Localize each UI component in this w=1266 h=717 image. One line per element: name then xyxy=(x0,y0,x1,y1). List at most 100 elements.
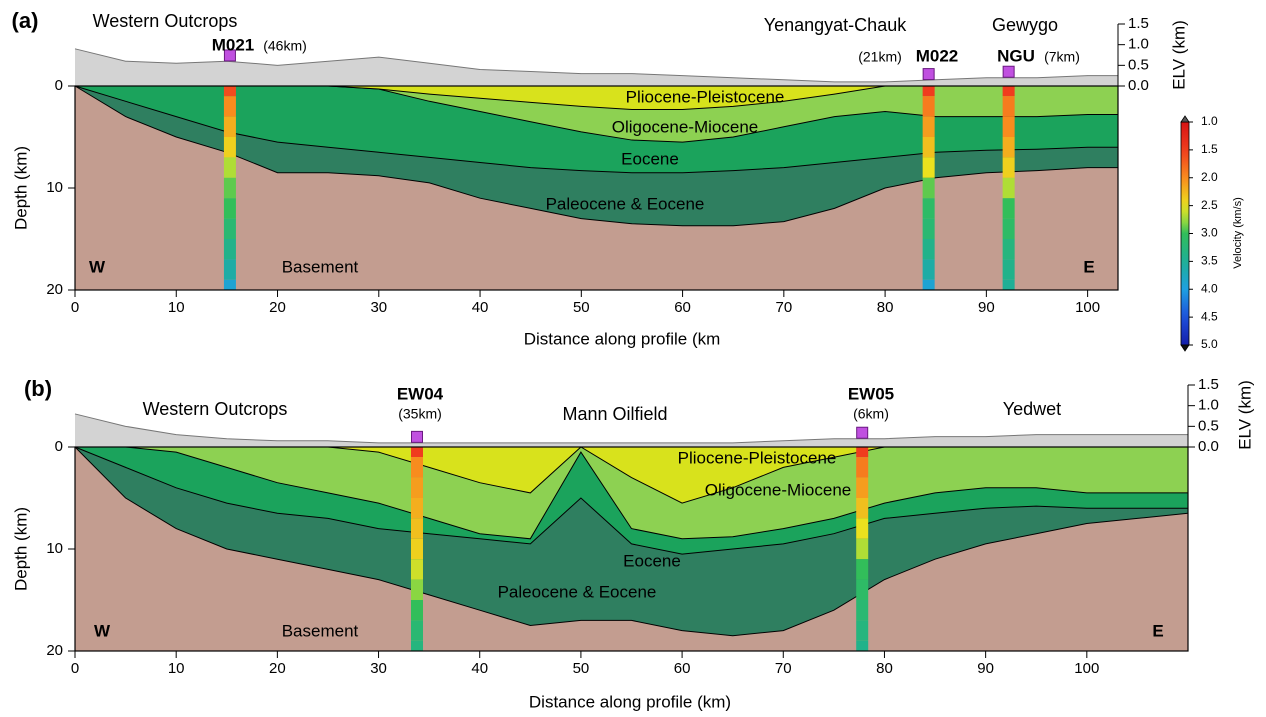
velocity-cell xyxy=(922,96,935,117)
layer-label: Paleocene & Eocene xyxy=(546,194,705,213)
y2-tick-label: 0.0 xyxy=(1128,77,1149,94)
velocity-cell xyxy=(223,157,236,178)
velocity-cell xyxy=(856,457,869,478)
annotation: Western Outcrops xyxy=(143,399,288,419)
velocity-cell xyxy=(223,218,236,239)
well-distance: (21km) xyxy=(858,49,902,65)
topography-line xyxy=(74,413,1188,444)
velocity-cell xyxy=(856,498,869,519)
x-tick-label: 10 xyxy=(168,660,185,677)
velocity-cell xyxy=(410,559,423,580)
velocity-cell xyxy=(1002,239,1015,260)
x-tick-label: 10 xyxy=(168,299,185,316)
velocity-cell xyxy=(1002,177,1015,199)
velocity-cell xyxy=(1002,86,1015,97)
colorbar-tick-label: 5.0 xyxy=(1201,337,1218,351)
velocity-cell xyxy=(922,239,935,260)
x-tick-label: 30 xyxy=(370,299,387,316)
colorbar-tick-label: 3.0 xyxy=(1201,226,1218,240)
velocity-cell xyxy=(410,579,423,600)
annotation: Yenangyat-Chauk xyxy=(764,15,907,35)
well-name: EW05 xyxy=(848,384,894,403)
annotation: W xyxy=(89,257,106,276)
x-axis-label: Distance along profile (km) xyxy=(529,692,731,711)
x-tick-label: 50 xyxy=(573,660,590,677)
well-marker xyxy=(223,49,236,62)
layer-label: Oligocene-Miocene xyxy=(705,480,851,499)
velocity-cell xyxy=(223,259,236,280)
y-axis-label: Depth (km) xyxy=(11,507,30,591)
colorbar-label: Velocity (km/s) xyxy=(1232,197,1244,269)
velocity-cell xyxy=(410,477,423,498)
velocity-cell xyxy=(922,177,935,199)
layer-label: Basement xyxy=(282,621,359,640)
velocity-cell xyxy=(1002,116,1015,137)
velocity-cell xyxy=(856,579,869,600)
velocity-cell xyxy=(410,620,423,641)
layer-label: Pliocene-Pleistocene xyxy=(678,448,837,467)
x-tick-label: 70 xyxy=(775,660,792,677)
y2-tick-label: 1.5 xyxy=(1128,15,1149,32)
velocity-cell xyxy=(922,198,935,219)
y2-tick-label: 1.5 xyxy=(1198,376,1219,393)
x-tick-label: 70 xyxy=(775,299,792,316)
x-tick-label: 40 xyxy=(472,299,489,316)
velocity-cell xyxy=(410,518,423,539)
velocity-cell xyxy=(922,157,935,178)
layer-base xyxy=(74,85,1118,174)
y2-tick-label: 1.0 xyxy=(1198,397,1219,414)
well-name: EW04 xyxy=(397,384,444,403)
x-tick-label: 90 xyxy=(978,299,995,316)
well-distance: (6km) xyxy=(853,406,889,422)
colorbar-tick-label: 1.5 xyxy=(1201,142,1218,156)
x-tick-label: 100 xyxy=(1074,660,1099,677)
panel-label: (a) xyxy=(12,8,39,33)
panel-label: (b) xyxy=(24,376,52,401)
velocity-cell xyxy=(856,538,869,560)
layer-label: Eocene xyxy=(621,149,679,168)
layer-fill xyxy=(75,447,1188,504)
annotation: E xyxy=(1152,621,1163,640)
velocity-cell xyxy=(922,259,935,280)
velocity-cell xyxy=(223,239,236,260)
colorbar-tick-label: 3.5 xyxy=(1201,254,1218,268)
well-marker xyxy=(856,426,869,439)
colorbar-tick-label: 2.0 xyxy=(1201,170,1218,184)
velocity-cell xyxy=(223,86,236,97)
colorbar-cap xyxy=(1180,115,1190,123)
y-tick-label: 0 xyxy=(55,438,63,455)
velocity-cell xyxy=(856,600,869,621)
layer-base xyxy=(74,446,1189,637)
layer-fill xyxy=(75,86,1118,110)
y-tick-label: 20 xyxy=(46,281,63,298)
velocity-cell xyxy=(1002,198,1015,219)
velocity-cell xyxy=(856,620,869,641)
y2-axis-label: ELV (km) xyxy=(1169,20,1188,90)
y2-tick-label: 0.0 xyxy=(1198,438,1219,455)
well-marker xyxy=(922,68,935,81)
annotation: Yedwet xyxy=(1003,399,1061,419)
well-marker xyxy=(1002,65,1015,78)
velocity-cell xyxy=(922,86,935,97)
velocity-cell xyxy=(922,137,935,158)
velocity-cell xyxy=(410,640,423,651)
topography-line xyxy=(74,48,1118,83)
velocity-cell xyxy=(1002,137,1015,158)
velocity-cell xyxy=(223,116,236,137)
y-tick-label: 0 xyxy=(55,77,63,94)
velocity-cell xyxy=(922,279,935,290)
y2-tick-label: 0.5 xyxy=(1198,417,1219,434)
x-tick-label: 30 xyxy=(370,660,387,677)
velocity-cell xyxy=(1002,218,1015,239)
velocity-cell xyxy=(410,498,423,519)
layer-fill xyxy=(75,447,1188,539)
y2-tick-label: 0.5 xyxy=(1128,56,1149,73)
annotation: E xyxy=(1083,257,1094,276)
x-tick-label: 60 xyxy=(674,299,691,316)
topography-fill xyxy=(75,48,1118,86)
y-tick-label: 20 xyxy=(46,642,63,659)
x-tick-label: 20 xyxy=(269,299,286,316)
layer-label: Paleocene & Eocene xyxy=(498,582,657,601)
velocity-cell xyxy=(410,600,423,621)
